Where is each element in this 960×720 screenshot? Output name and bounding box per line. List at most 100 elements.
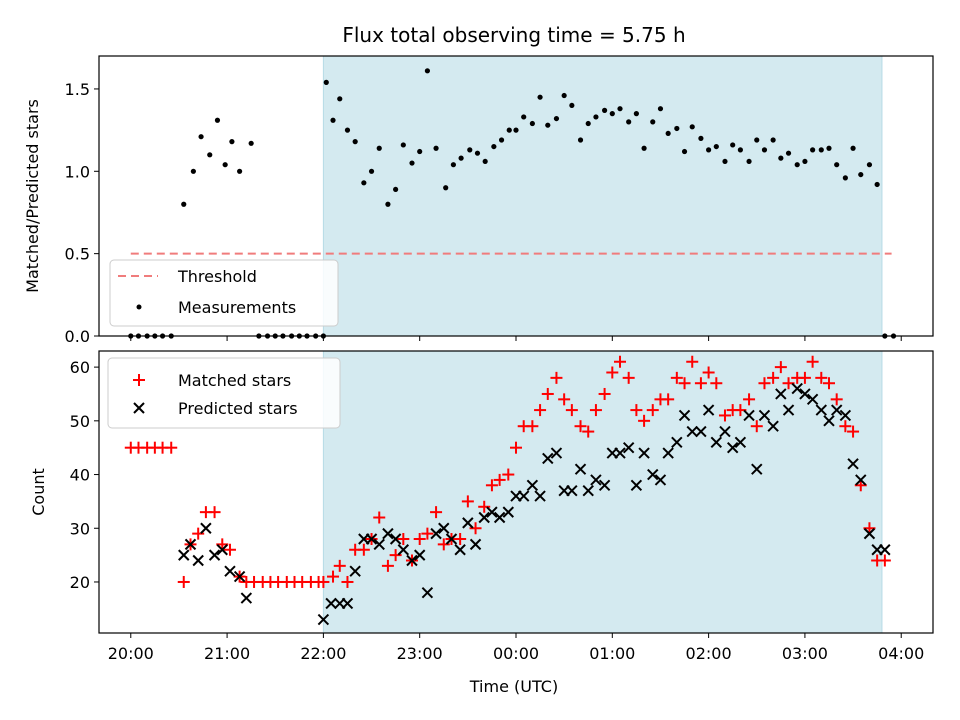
matched-star-point bbox=[606, 366, 619, 379]
measurement-point bbox=[214, 117, 221, 123]
x-tick-label: 00:00 bbox=[493, 644, 539, 663]
matched-star-point bbox=[550, 371, 563, 384]
measurement-point bbox=[633, 111, 639, 117]
matched-star-point bbox=[223, 543, 236, 556]
predicted-star-point bbox=[462, 517, 474, 529]
matched-star-point bbox=[454, 533, 467, 545]
matched-star-point bbox=[589, 404, 602, 417]
predicted-star-point bbox=[751, 463, 763, 475]
y-tick-label: 0.5 bbox=[65, 245, 90, 264]
predicted-star-point bbox=[598, 479, 611, 491]
predicted-star-point bbox=[341, 597, 354, 610]
matched-star-point bbox=[341, 575, 354, 588]
predicted-star-point bbox=[671, 436, 683, 449]
measurement-point bbox=[681, 148, 688, 155]
x-tick-label: 01:00 bbox=[589, 644, 635, 663]
matched-star-point bbox=[670, 371, 683, 384]
matched-star-point bbox=[774, 361, 787, 374]
measurement-point bbox=[569, 102, 575, 109]
predicted-star-point bbox=[686, 425, 698, 438]
measurement-point bbox=[770, 137, 776, 143]
measurement-point bbox=[376, 145, 382, 151]
ratio-legend: Threshold Measurements bbox=[109, 259, 339, 327]
matched-star-point bbox=[397, 533, 410, 545]
measurement-point bbox=[513, 127, 519, 133]
measurement-point bbox=[778, 155, 784, 161]
predicted-star-point bbox=[542, 452, 554, 465]
legend-label-threshold: Threshold bbox=[177, 267, 257, 286]
predicted-star-point bbox=[662, 447, 674, 459]
matched-star-point bbox=[421, 527, 434, 540]
matched-star-point bbox=[822, 377, 835, 390]
predicted-star-point bbox=[216, 544, 228, 556]
matched-star-point bbox=[192, 527, 205, 540]
count-ticks: 20 30 40 50 60 20:00 21:00 22:00 23:00 00:00 01:00… bbox=[70, 358, 925, 663]
measurement-point bbox=[874, 181, 880, 188]
matched-star-point bbox=[678, 377, 691, 390]
predicted-star-point bbox=[317, 613, 330, 626]
predicted-star-point bbox=[445, 533, 458, 545]
legend-label-matched: Matched stars bbox=[178, 371, 291, 390]
matched-star-point bbox=[493, 473, 506, 486]
measurement-point bbox=[737, 147, 743, 153]
matched-star-point bbox=[413, 533, 426, 545]
measurement-point bbox=[229, 139, 235, 145]
matched-star-point bbox=[598, 387, 611, 400]
measurement-point bbox=[482, 158, 488, 165]
measurement-point bbox=[198, 134, 204, 140]
matched-star-point bbox=[574, 420, 587, 433]
predicted-star-point bbox=[184, 538, 197, 551]
x-tick-label: 23:00 bbox=[397, 644, 443, 663]
measurement-point bbox=[458, 155, 464, 161]
matched-star-point bbox=[878, 554, 891, 567]
measurement-point bbox=[393, 186, 399, 193]
predicted-star-point bbox=[839, 409, 852, 422]
matched-star-point bbox=[782, 377, 795, 390]
measurement-point bbox=[474, 150, 481, 156]
matched-star-point bbox=[638, 414, 651, 427]
measurement-point bbox=[190, 168, 196, 174]
matched-star-point bbox=[662, 393, 675, 406]
predicted-star-point bbox=[454, 544, 466, 556]
matched-star-point bbox=[208, 506, 221, 519]
matched-star-point bbox=[806, 355, 819, 368]
predicted-star-point bbox=[654, 474, 667, 486]
predicted-star-point bbox=[178, 549, 190, 561]
predicted-star-point bbox=[847, 458, 859, 470]
matched-star-point bbox=[469, 522, 482, 535]
legend-label-predicted: Predicted stars bbox=[178, 399, 298, 418]
predicted-star-point bbox=[823, 415, 835, 427]
measurement-point bbox=[730, 142, 736, 148]
measurement-point bbox=[409, 160, 415, 166]
measurement-point bbox=[181, 201, 187, 207]
count-panel: 20 30 40 50 60 20:00 21:00 22:00 23:00 00:00 01:00… bbox=[29, 350, 934, 696]
predicted-star-point bbox=[493, 511, 506, 524]
measurement-point bbox=[417, 148, 423, 155]
predicted-star-point bbox=[406, 554, 418, 567]
measurement-point bbox=[810, 147, 816, 153]
measurement-point bbox=[706, 147, 712, 153]
predicted-star-point bbox=[622, 441, 635, 454]
measurement-point bbox=[665, 130, 671, 137]
y-tick-label: 0.0 bbox=[65, 327, 90, 346]
measurement-point bbox=[545, 122, 551, 128]
measurement-point bbox=[561, 92, 567, 99]
predicted-star-point bbox=[638, 447, 650, 459]
y-tick-label: 1.0 bbox=[65, 162, 90, 181]
predicted-star-point bbox=[325, 597, 337, 610]
predicted-star-point bbox=[647, 468, 659, 481]
matched-star-point bbox=[767, 371, 780, 384]
predicted-star-point bbox=[719, 425, 731, 438]
measurement-point bbox=[450, 162, 457, 168]
measurement-point bbox=[602, 107, 608, 113]
measurement-point bbox=[593, 114, 599, 120]
measurement-point bbox=[385, 201, 391, 207]
predicted-star-point bbox=[702, 404, 715, 416]
count-y-axis-label: Count bbox=[29, 468, 48, 516]
matched-star-point bbox=[373, 511, 386, 524]
predicted-star-point bbox=[879, 544, 891, 556]
count-legend: Matched stars Predicted stars bbox=[107, 357, 341, 429]
measurement-point bbox=[785, 150, 792, 156]
count-marks bbox=[124, 355, 891, 626]
